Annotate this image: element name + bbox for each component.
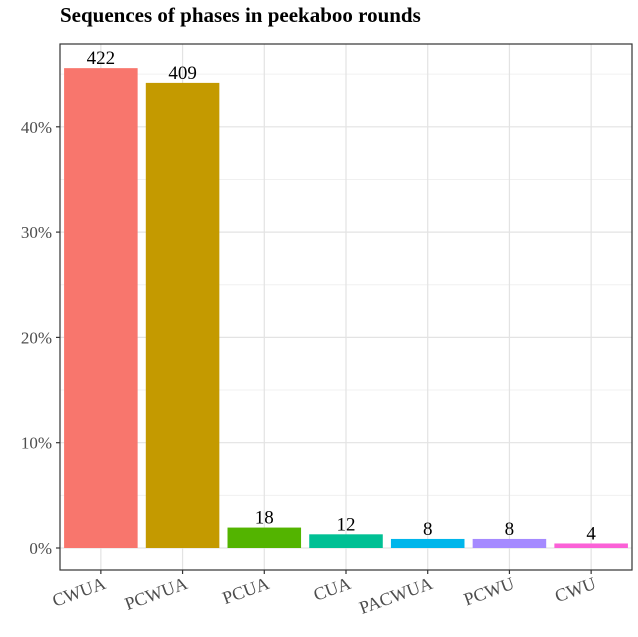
x-tick-label: CUA <box>311 573 354 605</box>
bar-count-label: 409 <box>168 63 197 84</box>
bar-count-label: 4 <box>586 523 596 544</box>
bar <box>554 543 628 548</box>
x-axis: CWUA PCWUA PCUA CUA PACWUA PCWU CWU <box>50 570 599 618</box>
x-tick-label: CWUA <box>50 573 109 611</box>
x-tick-label: PCWUA <box>122 573 190 614</box>
data-labels: 422 409 18 12 8 8 4 <box>87 48 597 544</box>
bar-count-label: 8 <box>505 519 515 540</box>
x-tick-label: PCWU <box>461 573 517 610</box>
bar <box>390 538 465 548</box>
bar <box>64 68 138 549</box>
bar <box>472 538 547 548</box>
y-tick-label: 40% <box>21 118 52 137</box>
y-tick-label: 10% <box>21 434 52 453</box>
x-tick-label: CWU <box>552 573 598 606</box>
x-tick-label: PCUA <box>220 573 272 608</box>
y-axis: 0% 10% 20% 30% 40% <box>21 118 60 558</box>
bar <box>227 527 302 548</box>
bars <box>64 68 628 549</box>
y-tick-label: 0% <box>29 539 52 558</box>
y-tick-label: 30% <box>21 223 52 242</box>
bar-count-label: 422 <box>87 48 116 69</box>
bar-count-label: 12 <box>337 514 356 535</box>
bar-count-label: 18 <box>255 508 274 529</box>
bar <box>309 534 383 548</box>
bar <box>145 82 220 549</box>
bar-count-label: 8 <box>423 519 433 540</box>
chart-title: Sequences of phases in peekaboo rounds <box>60 3 421 27</box>
y-tick-label: 20% <box>21 328 52 347</box>
x-tick-label: PACWUA <box>356 573 435 618</box>
